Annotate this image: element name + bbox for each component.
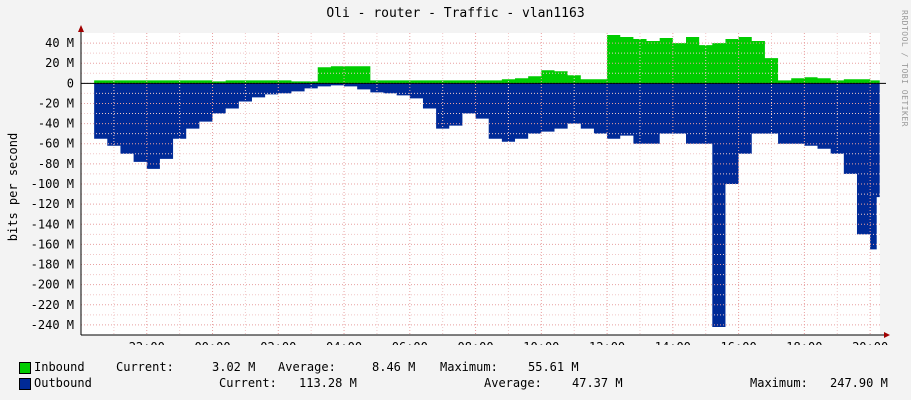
plot-area: 40 M 20 M 0 -20 M -40 M -60 M -80 M -100 M -120 … [31,25,890,345]
x-tick-label: 06:00 [392,340,428,345]
inbound-average-value: 8.46 M [372,360,416,374]
y-tick-label: -40 M [38,117,74,131]
outbound-current-label: Current: [219,376,277,390]
y-axis-arrow [78,25,84,32]
inbound-maximum-label: Maximum: [440,360,498,374]
x-tick-label: 12:00 [589,340,625,345]
y-tick-label: -100 M [31,177,74,191]
y-tick-label: -80 M [38,157,74,171]
inbound-maximum-value: 55.61 M [528,360,579,374]
y-tick-label: 20 M [45,56,74,70]
y-tick-label: -200 M [31,278,74,292]
rrdtool-credit: RRDTOOL / TOBI OETIKER [900,10,909,127]
x-axis-arrow [884,332,890,338]
grid-lines [81,33,880,335]
y-tick-label: -160 M [31,237,74,251]
outbound-current-value: 113.28 M [299,376,357,390]
y-tick-label: 0 [67,76,74,90]
y-tick-label: -240 M [31,318,74,332]
x-tick-label: 22:00 [129,340,165,345]
y-tick-label: -20 M [38,96,74,110]
outbound-swatch [19,378,31,390]
y-tick-label: -140 M [31,217,74,231]
series-inbound-area [94,35,880,84]
y-tick-label: 40 M [45,36,74,50]
x-tick-label: 20:00 [852,340,888,345]
axes [78,25,890,338]
x-tick-label: 16:00 [721,340,757,345]
x-tick-labels: 22:00 00:00 02:00 04:00 06:00 08:00 10:00 12:00… [129,340,888,345]
x-tick-label: 10:00 [523,340,559,345]
outbound-maximum-value: 247.90 M [830,376,888,390]
inbound-swatch [19,362,31,374]
outbound-maximum-label: Maximum: [750,376,808,390]
x-tick-label: 18:00 [786,340,822,345]
y-tick-labels: 40 M 20 M 0 -20 M -40 M -60 M -80 M -100 M -120 … [31,36,74,332]
y-tick-label: -180 M [31,258,74,272]
outbound-legend-label: Outbound [34,376,92,390]
inbound-current-value: 3.02 M [212,360,256,374]
series-outbound-area [94,83,880,327]
x-tick-label: 04:00 [326,340,362,345]
outbound-average-label: Average: [484,376,542,390]
outbound-average-value: 47.37 M [572,376,623,390]
x-tick-label: 08:00 [458,340,494,345]
chart-title: Oli - router - Traffic - vlan1163 [326,6,585,21]
series-areas [94,35,880,327]
x-tick-label: 00:00 [194,340,230,345]
y-tick-label: -120 M [31,197,74,211]
x-tick-label: 14:00 [655,340,691,345]
inbound-average-label: Average: [278,360,336,374]
inbound-legend-label: Inbound [34,360,85,374]
x-tick-label: 02:00 [260,340,296,345]
inbound-current-label: Current: [116,360,174,374]
y-tick-label: -220 M [31,298,74,312]
y-tick-label: -60 M [38,137,74,151]
